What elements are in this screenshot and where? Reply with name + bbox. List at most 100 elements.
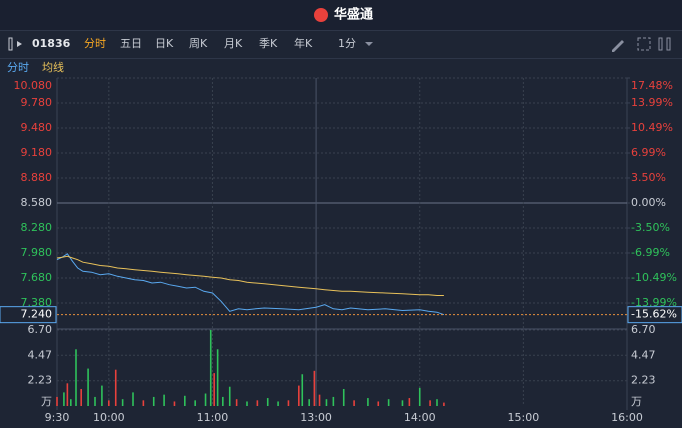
volume-bar (387, 399, 390, 406)
last-change-box (627, 306, 682, 324)
volume-bar (142, 400, 145, 406)
volume-bar (313, 370, 316, 406)
y-tick-label: 8.580 (21, 196, 53, 209)
y-tick-label: 7.680 (21, 271, 53, 284)
logo: 华盛通 (334, 7, 373, 23)
x-tick-label: 15:00 (508, 411, 540, 424)
x-tick-label: 9:30 (45, 411, 70, 424)
volume-bar (163, 394, 165, 406)
panel-icon[interactable] (666, 37, 671, 51)
volume-bar (173, 401, 176, 406)
volume-bar (246, 401, 248, 406)
y-tick-label: 7.380 (21, 296, 53, 309)
volume-bar (235, 399, 238, 406)
volume-bar (194, 400, 196, 406)
volume-bar (418, 387, 421, 406)
volume-bar (108, 400, 110, 406)
volume-bar (216, 349, 219, 406)
volume-bar (132, 392, 134, 406)
y2-tick-label: -3.50% (631, 221, 670, 234)
volume-bar (56, 396, 58, 406)
dropdown-arrow[interactable] (365, 42, 373, 46)
volume-bar (342, 388, 345, 406)
x-tick-label: 13:00 (300, 411, 332, 424)
volume-bar (87, 368, 89, 406)
volume-bar (429, 400, 431, 406)
panel-icon[interactable] (658, 37, 663, 51)
volume-bar (228, 386, 231, 406)
y-tick-label: 2.23 (28, 374, 53, 387)
volume-bar (353, 400, 355, 406)
y2-tick-label: -6.99% (631, 246, 670, 259)
volume-unit: 万 (631, 395, 642, 408)
fullscreen-icon[interactable] (637, 37, 651, 51)
y2-tick-label: 2.23 (631, 374, 656, 387)
price-line (56, 253, 445, 316)
last-price-label: 7.240 (21, 308, 53, 321)
volume-bar (75, 349, 77, 406)
y2-tick-label: 4.47 (631, 348, 656, 361)
volume-bar (332, 396, 335, 406)
volume-bar (70, 399, 72, 406)
volume-bar (209, 330, 212, 406)
tab[interactable]: 季K (259, 37, 278, 50)
y-tick-label: 9.780 (21, 96, 53, 109)
tab[interactable]: 周K (189, 37, 208, 50)
y2-tick-label: 10.49% (631, 121, 673, 134)
collapse-icon[interactable] (8, 37, 13, 51)
volume-bar (266, 398, 269, 406)
volume-bar (66, 383, 69, 406)
volume-bar (204, 393, 207, 406)
volume-bar (436, 399, 438, 406)
y-tick-label: 9.480 (21, 121, 53, 134)
interval[interactable]: 1分 (338, 37, 356, 50)
tabs: 分时 五日 日K 周K 月K 季K 年K (84, 36, 313, 50)
y-tick-label: 6.70 (28, 323, 53, 336)
volume-unit: 万 (41, 395, 52, 408)
y-tick-label: 8.880 (21, 171, 53, 184)
draw-icon[interactable] (612, 40, 624, 52)
volume-bar (325, 399, 328, 406)
logo-icon (314, 8, 328, 22)
volume-bar (401, 400, 404, 406)
y2-tick-label: -13.99% (631, 296, 677, 309)
y-tick-label: 4.47 (28, 348, 53, 361)
y2-tick-label: 17.48% (631, 79, 673, 92)
y2-tick-label: 13.99% (631, 96, 673, 109)
legend-entry: 均线 (42, 60, 64, 74)
volume-bar (184, 395, 186, 406)
tab[interactable]: 分时 (84, 37, 106, 50)
tab[interactable]: 年K (294, 36, 313, 50)
x-tick-label: 14:00 (404, 411, 436, 424)
x-tick-label: 16:00 (611, 411, 643, 424)
x-tick-label: 11:00 (197, 411, 229, 424)
volume-bar (222, 396, 224, 406)
volume-bar (94, 396, 96, 406)
volume-bar (367, 398, 369, 406)
y2-tick-label: -10.49% (631, 271, 677, 284)
stock-code: 01836 (32, 37, 71, 50)
tab[interactable]: 日K (155, 37, 174, 50)
toolbar (0, 30, 682, 58)
x-tick-label: 10:00 (93, 411, 125, 424)
y2-tick-label: 6.70 (631, 323, 656, 336)
volume-bar (256, 400, 259, 406)
y-tick-label: 7.980 (21, 246, 53, 259)
volume-bar (277, 401, 279, 406)
volume-bar (298, 385, 300, 406)
last-price-box (0, 306, 57, 324)
y-tick-label: 8.280 (21, 221, 53, 234)
volume-bar (377, 401, 380, 406)
volume-bar (308, 399, 310, 406)
volume-bar (213, 373, 215, 406)
volume-bar (63, 392, 65, 406)
tab[interactable]: 月K (224, 37, 243, 50)
volume-bar (287, 400, 290, 406)
volume-bar (301, 374, 304, 406)
volume-bar (152, 396, 155, 406)
y2-tick-label: 0.00% (631, 196, 666, 209)
collapse-arrow[interactable] (17, 41, 22, 47)
tab[interactable]: 五日 (120, 37, 142, 50)
